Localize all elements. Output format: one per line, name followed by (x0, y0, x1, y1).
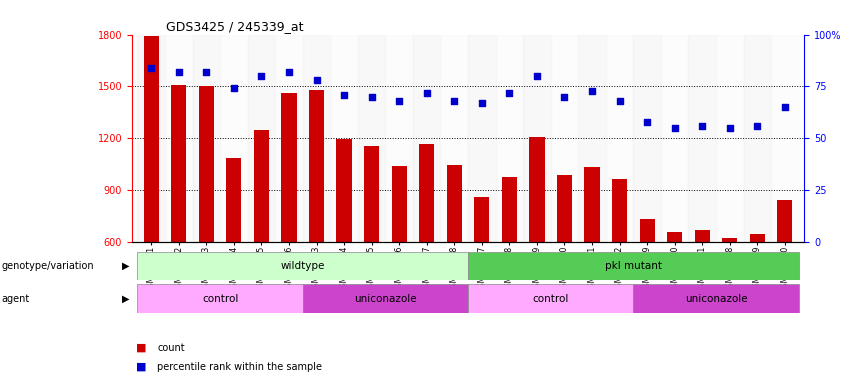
Bar (330, 35, 357, 242)
Bar (275, 35, 303, 242)
Point (392, 98, 406, 104)
Text: wildtype: wildtype (281, 261, 325, 271)
Bar (137, 252, 468, 280)
Bar (386, 35, 413, 242)
Bar (606, 35, 633, 242)
Bar (495, 35, 523, 242)
Bar (254, 130, 269, 242)
Bar (474, 197, 489, 242)
Bar (468, 252, 799, 280)
Bar (441, 35, 468, 242)
Bar (447, 165, 462, 242)
Text: ■: ■ (136, 362, 146, 372)
Point (283, 69, 296, 75)
Point (530, 73, 544, 79)
Point (337, 92, 351, 98)
Text: pkl mutant: pkl mutant (605, 261, 662, 271)
Bar (137, 284, 303, 313)
Text: ▶: ▶ (123, 261, 129, 271)
Bar (144, 36, 159, 242)
Bar (468, 284, 633, 313)
Text: control: control (533, 293, 569, 304)
Bar (336, 139, 351, 242)
Bar (579, 35, 606, 242)
Point (172, 69, 186, 75)
Bar (667, 232, 683, 242)
Text: control: control (202, 293, 238, 304)
Bar (502, 177, 517, 242)
Bar (722, 238, 737, 242)
Bar (468, 35, 495, 242)
Point (310, 77, 323, 83)
Point (668, 125, 682, 131)
Bar (309, 90, 324, 242)
Bar (413, 35, 441, 242)
Bar (303, 35, 330, 242)
Bar (612, 179, 627, 242)
Point (503, 89, 517, 96)
Point (751, 123, 764, 129)
Bar (688, 35, 716, 242)
Text: uniconazole: uniconazole (685, 293, 747, 304)
Text: percentile rank within the sample: percentile rank within the sample (157, 362, 323, 372)
Point (557, 94, 571, 100)
Bar (744, 35, 771, 242)
Bar (420, 144, 434, 242)
Text: agent: agent (2, 293, 30, 304)
Point (778, 104, 791, 110)
Bar (523, 35, 551, 242)
Bar (771, 35, 799, 242)
Bar (165, 35, 192, 242)
Text: count: count (157, 343, 185, 353)
Bar (364, 146, 380, 242)
Text: GDS3425 / 245339_at: GDS3425 / 245339_at (165, 20, 303, 33)
Bar (716, 35, 744, 242)
Point (199, 69, 213, 75)
Point (365, 94, 379, 100)
Bar (633, 284, 799, 313)
Point (640, 119, 654, 125)
Bar (199, 86, 214, 242)
Point (448, 98, 461, 104)
Bar (551, 35, 579, 242)
Point (420, 89, 433, 96)
Bar (529, 137, 545, 242)
Point (585, 88, 599, 94)
Bar (357, 35, 386, 242)
Bar (192, 35, 220, 242)
Bar (137, 35, 165, 242)
Point (613, 98, 626, 104)
Text: ■: ■ (136, 343, 146, 353)
Point (723, 125, 737, 131)
Bar (585, 167, 600, 242)
Bar (661, 35, 688, 242)
Text: uniconazole: uniconazole (354, 293, 417, 304)
Text: ▶: ▶ (123, 293, 129, 304)
Point (227, 85, 241, 91)
Bar (694, 230, 710, 242)
Point (254, 73, 268, 79)
Bar (640, 220, 654, 242)
Bar (557, 175, 572, 242)
Bar (303, 284, 468, 313)
Bar (282, 93, 296, 242)
Text: genotype/variation: genotype/variation (2, 261, 94, 271)
Bar (391, 166, 407, 242)
Bar (777, 200, 792, 242)
Bar (750, 234, 765, 242)
Bar (171, 85, 186, 242)
Bar (226, 158, 242, 242)
Point (145, 65, 158, 71)
Bar (248, 35, 275, 242)
Bar (220, 35, 248, 242)
Point (475, 100, 488, 106)
Bar (633, 35, 661, 242)
Point (695, 123, 709, 129)
